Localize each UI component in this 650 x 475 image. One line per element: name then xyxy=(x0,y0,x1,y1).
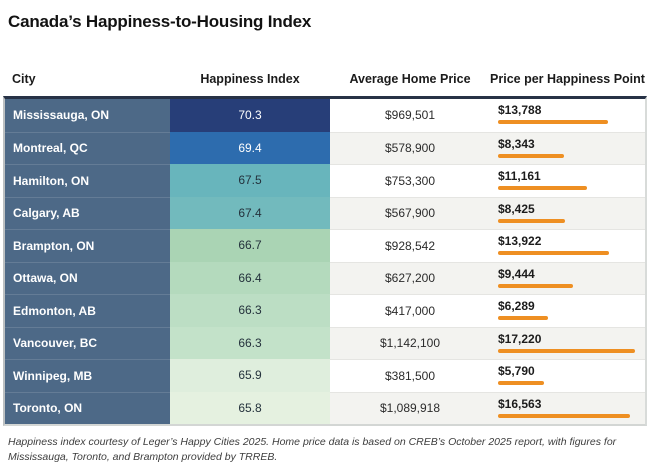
happiness-cell: 66.3 xyxy=(170,326,330,359)
city-cell: Edmonton, AB xyxy=(5,294,170,327)
table-row: Calgary, AB 67.4 $567,900 $8,425 xyxy=(5,196,645,229)
happiness-cell: 66.4 xyxy=(170,261,330,294)
table-row: Winnipeg, MB 65.9 $381,500 $5,790 xyxy=(5,359,645,392)
price-per-point-value: $9,444 xyxy=(498,266,535,281)
price-per-point-value: $13,788 xyxy=(498,103,542,117)
avg-price-cell: $969,501 xyxy=(330,99,490,132)
city-cell: Ottawa, ON xyxy=(5,261,170,294)
price-per-point-bar xyxy=(498,283,573,288)
avg-price-cell: $578,900 xyxy=(330,131,490,164)
price-per-point-cell: $13,922 xyxy=(490,229,645,262)
price-per-point-bar xyxy=(498,381,544,385)
happiness-cell: 65.9 xyxy=(170,359,330,392)
price-per-point-value: $6,289 xyxy=(498,299,535,313)
city-cell: Vancouver, BC xyxy=(5,326,170,359)
table-row: Toronto, ON 65.8 $1,089,918 $16,563 xyxy=(5,391,645,424)
avg-price-cell: $753,300 xyxy=(330,164,490,197)
price-per-point-bar xyxy=(498,218,565,223)
table-row: Vancouver, BC 66.3 $1,142,100 $17,220 xyxy=(5,326,645,359)
table-row: Mississauga, ON 70.3 $969,501 $13,788 xyxy=(5,99,645,132)
city-cell: Mississauga, ON xyxy=(5,99,170,132)
price-per-point-cell: $13,788 xyxy=(490,99,645,132)
price-per-point-bar xyxy=(498,120,608,124)
happiness-cell: 65.8 xyxy=(170,391,330,424)
price-per-point-value: $16,563 xyxy=(498,396,542,411)
happiness-cell: 67.5 xyxy=(170,164,330,197)
avg-price-cell: $567,900 xyxy=(330,196,490,229)
happiness-cell: 66.3 xyxy=(170,294,330,327)
price-per-point-bar xyxy=(498,186,587,190)
price-per-point-cell: $11,161 xyxy=(490,164,645,197)
avg-price-cell: $928,542 xyxy=(330,229,490,262)
price-per-point-value: $8,343 xyxy=(498,136,535,151)
happiness-cell: 66.7 xyxy=(170,229,330,262)
price-per-point-value: $13,922 xyxy=(498,234,542,248)
column-header-price-per-point: Price per Happiness Point xyxy=(490,72,645,87)
price-per-point-cell: $8,343 xyxy=(490,131,645,164)
price-per-point-bar xyxy=(498,316,548,320)
table-row: Brampton, ON 66.7 $928,542 $13,922 xyxy=(5,229,645,262)
column-header-happiness-index: Happiness Index xyxy=(200,72,300,87)
source-note: Happiness index courtesy of Leger’s Happ… xyxy=(8,436,617,463)
price-per-point-value: $8,425 xyxy=(498,201,535,216)
price-per-point-value: $11,161 xyxy=(498,169,541,183)
table-row: Hamilton, ON 67.5 $753,300 $11,161 xyxy=(5,164,645,197)
price-per-point-cell: $9,444 xyxy=(490,261,645,294)
table-header: City Happiness Index Average Home Price … xyxy=(5,48,645,92)
price-per-point-bar xyxy=(498,348,635,353)
column-header-city: City xyxy=(12,72,36,87)
page-title: Canada’s Happiness-to-Housing Index xyxy=(8,12,312,31)
price-per-point-cell: $16,563 xyxy=(490,391,645,424)
price-per-point-value: $5,790 xyxy=(498,364,535,378)
price-per-point-bar xyxy=(498,413,630,418)
table-row: Montreal, QC 69.4 $578,900 $8,343 xyxy=(5,131,645,164)
price-per-point-cell: $5,790 xyxy=(490,359,645,392)
price-per-point-value: $17,220 xyxy=(498,331,542,346)
city-cell: Winnipeg, MB xyxy=(5,359,170,392)
happiness-cell: 70.3 xyxy=(170,99,330,132)
happiness-cell: 67.4 xyxy=(170,196,330,229)
price-per-point-cell: $17,220 xyxy=(490,326,645,359)
city-cell: Hamilton, ON xyxy=(5,164,170,197)
price-per-point-cell: $8,425 xyxy=(490,196,645,229)
price-per-point-bar xyxy=(498,251,609,255)
happiness-cell: 69.4 xyxy=(170,131,330,164)
avg-price-cell: $1,142,100 xyxy=(330,326,490,359)
avg-price-cell: $627,200 xyxy=(330,261,490,294)
city-cell: Brampton, ON xyxy=(5,229,170,262)
avg-price-cell: $1,089,918 xyxy=(330,391,490,424)
table-row: Edmonton, AB 66.3 $417,000 $6,289 xyxy=(5,294,645,327)
avg-price-cell: $381,500 xyxy=(330,359,490,392)
column-header-avg-home-price: Average Home Price xyxy=(349,72,471,87)
city-cell: Montreal, QC xyxy=(5,131,170,164)
city-cell: Toronto, ON xyxy=(5,391,170,424)
price-per-point-cell: $6,289 xyxy=(490,294,645,327)
happiness-housing-table: Mississauga, ON 70.3 $969,501 $13,788 Mo… xyxy=(3,96,647,426)
table-row: Ottawa, ON 66.4 $627,200 $9,444 xyxy=(5,261,645,294)
city-cell: Calgary, AB xyxy=(5,196,170,229)
price-per-point-bar xyxy=(498,153,564,158)
avg-price-cell: $417,000 xyxy=(330,294,490,327)
